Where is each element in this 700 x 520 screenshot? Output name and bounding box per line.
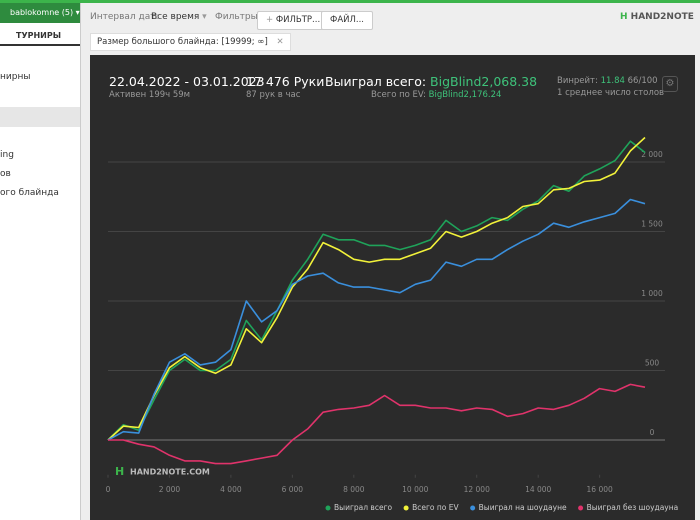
won-value: BigBlind2,068.38: [430, 74, 538, 89]
logo-text: HAND2NOTE: [630, 12, 694, 22]
selected-row: [0, 107, 80, 127]
tables: 1 среднее число столов: [557, 88, 665, 98]
filter-button[interactable]: + ФИЛЬТР...: [257, 11, 330, 30]
sidebar-item[interactable]: нирны: [0, 72, 31, 82]
watermark-icon: H: [115, 465, 124, 478]
hands: 17 476 Руки: [246, 74, 325, 89]
x-tick-label: 6 000: [282, 485, 304, 494]
sidebar: [0, 3, 81, 520]
legend-label: Всего по EV: [412, 503, 459, 512]
ev-value: BigBlind2,176.24: [428, 90, 502, 100]
x-tick-label: 14 000: [525, 485, 551, 494]
y-tick-label: 2 000: [641, 150, 663, 159]
period: 22.04.2022 - 03.01.2023: [109, 74, 265, 89]
legend-label: Выиграл без шоудауна: [587, 503, 679, 512]
winrate-label: Винрейт:: [557, 76, 598, 86]
active-time: Активен 199ч 59м: [109, 90, 191, 100]
x-tick-label: 16 000: [587, 485, 613, 494]
filter-chip-text: Размер большого блайнда: [19999; ∞]: [97, 37, 268, 47]
account-name[interactable]: bablokomne (5): [10, 8, 74, 17]
legend-label: Выиграл на шоудауне: [479, 503, 567, 512]
won-total: Выиграл всего: BigBlind2,068.38: [325, 74, 537, 89]
file-button[interactable]: ФАЙЛ...: [321, 11, 373, 30]
top-bar: [0, 0, 700, 3]
x-tick-label: 10 000: [402, 485, 428, 494]
filter-chip[interactable]: Размер большого блайнда: [19999; ∞] ✕: [90, 33, 291, 51]
account-menu[interactable]: bablokomne (5) ▾: [0, 3, 80, 23]
y-tick-label: 1 500: [641, 220, 663, 229]
hands-per-hour: 87 рук в час: [246, 90, 301, 100]
series-line: [107, 198, 646, 441]
ev-label: Всего по EV:: [371, 90, 426, 100]
x-tick-label: 2 000: [159, 485, 181, 494]
stats-panel: [90, 55, 695, 520]
y-tick-label: 500: [645, 359, 660, 368]
legend-marker: [470, 505, 476, 511]
winrate: Винрейт: 11.84 66/100: [557, 76, 658, 86]
legend-marker: [578, 505, 584, 511]
filter-button-text[interactable]: ФИЛЬТР...: [275, 15, 321, 25]
x-tick-label: 0: [106, 485, 111, 494]
tab[interactable]: ТУРНИРЫ: [0, 26, 80, 46]
y-tick-label: 1 000: [641, 289, 663, 298]
x-tick-label: 4 000: [220, 485, 242, 494]
sidebar-item[interactable]: ов: [0, 169, 11, 179]
series-line: [107, 140, 646, 441]
legend-marker: [403, 505, 409, 511]
legend-label: Выиграл всего: [334, 503, 393, 512]
winrate-unit: 66/100: [627, 76, 658, 86]
date-value[interactable]: Все время: [151, 12, 200, 22]
settings-button[interactable]: ⚙: [662, 76, 678, 92]
watermark: HAND2NOTE.COM: [130, 468, 210, 477]
won-label: Выиграл всего:: [325, 74, 427, 89]
y-tick-label: 0: [650, 428, 655, 437]
date-select[interactable]: Все время ▾: [151, 12, 207, 22]
x-tick-label: 12 000: [464, 485, 490, 494]
winrate-value: 11.84: [600, 76, 625, 86]
date-label: Интервал дат:: [90, 12, 159, 22]
filters-label: Фильтры:: [215, 12, 261, 22]
sidebar-item[interactable]: ing: [0, 150, 14, 160]
logo: H HAND2NOTE: [620, 12, 694, 22]
series-line: [107, 136, 646, 441]
x-tick-label: 8 000: [343, 485, 365, 494]
legend-marker: [325, 505, 331, 511]
ev-total: Всего по EV: BigBlind2,176.24: [371, 90, 501, 100]
series-line: [108, 383, 646, 465]
sidebar-item[interactable]: ого блайнда: [0, 188, 59, 198]
